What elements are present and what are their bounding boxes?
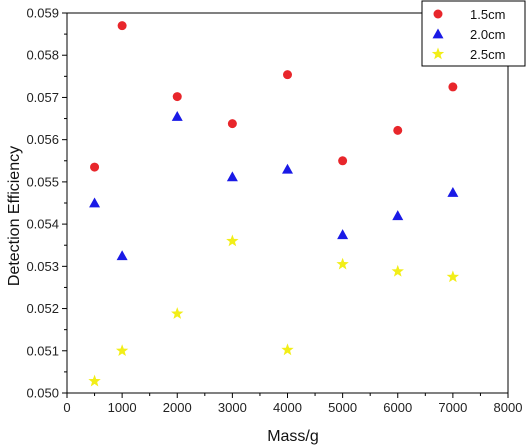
data-point: [392, 210, 404, 221]
legend: 1.5cm 2.0cm 2.5cm: [421, 0, 526, 67]
data-point: [226, 171, 238, 182]
legend-marker: [431, 47, 445, 60]
data-point: [281, 343, 294, 356]
data-point: [338, 156, 348, 166]
y-tick-label: 0.053: [26, 259, 59, 274]
y-tick-label: 0.055: [26, 174, 59, 189]
data-point: [337, 229, 349, 240]
data-points: [88, 21, 460, 387]
data-point: [172, 92, 182, 102]
x-tick-label: 4000: [273, 400, 302, 415]
series-1.5cm: [90, 21, 458, 172]
x-tick-label: 0: [63, 400, 70, 415]
data-point: [393, 125, 403, 135]
y-tick-label: 0.056: [26, 132, 59, 147]
data-point: [391, 264, 404, 277]
x-tick-label: 1000: [108, 400, 137, 415]
y-tick-label: 0.058: [26, 48, 59, 63]
plot-area: [66, 12, 509, 394]
y-tick-label: 0.050: [26, 386, 59, 401]
data-point: [227, 119, 237, 129]
data-point: [115, 344, 129, 357]
data-point: [90, 162, 100, 172]
y-tick-label: 0.051: [26, 343, 59, 358]
plot-frame: [66, 12, 509, 394]
y-tick-label: 0.057: [26, 90, 59, 105]
y-tick-label: 0.059: [26, 6, 59, 21]
x-tick-label: 8000: [494, 400, 523, 415]
legend-label: 2.5cm: [470, 47, 505, 62]
legend-item: 1.5cm: [433, 7, 505, 22]
x-tick-label: 7000: [438, 400, 467, 415]
x-tick-label: 3000: [218, 400, 247, 415]
x-tick-label: 6000: [383, 400, 412, 415]
data-point: [448, 82, 458, 92]
data-point: [447, 186, 459, 197]
data-point: [88, 374, 101, 387]
data-point: [226, 234, 239, 247]
data-point: [116, 250, 128, 261]
legend-marker: [433, 9, 443, 19]
data-point: [171, 110, 183, 121]
x-tick-label: 2000: [163, 400, 192, 415]
data-point: [283, 70, 292, 80]
data-point: [89, 197, 101, 208]
y-tick-label: 0.054: [26, 217, 59, 232]
data-point: [117, 21, 127, 31]
y-tick-label: 0.052: [26, 301, 59, 316]
y-axis: 0.050 0.051 0.052 0.053 0.054 0.055 0.056 0.057…: [26, 6, 67, 401]
y-axis-title: Detection Efficiency: [6, 146, 23, 286]
series-2.5cm: [88, 234, 460, 387]
data-point: [171, 307, 184, 319]
data-point: [282, 163, 293, 174]
x-axis-title: Mass/g: [267, 428, 319, 445]
series-2.0cm: [89, 110, 459, 261]
x-axis: 0 1000 2000 3000 4000 5000 6000 7000 8000: [63, 393, 522, 415]
x-tick-label: 5000: [328, 400, 357, 415]
legend-item: 2.0cm: [432, 27, 505, 42]
data-point: [446, 270, 460, 283]
legend-marker: [432, 28, 444, 39]
legend-item: 2.5cm: [431, 47, 505, 62]
data-point: [336, 257, 349, 270]
legend-label: 2.0cm: [470, 27, 505, 42]
legend-label: 1.5cm: [470, 7, 505, 22]
